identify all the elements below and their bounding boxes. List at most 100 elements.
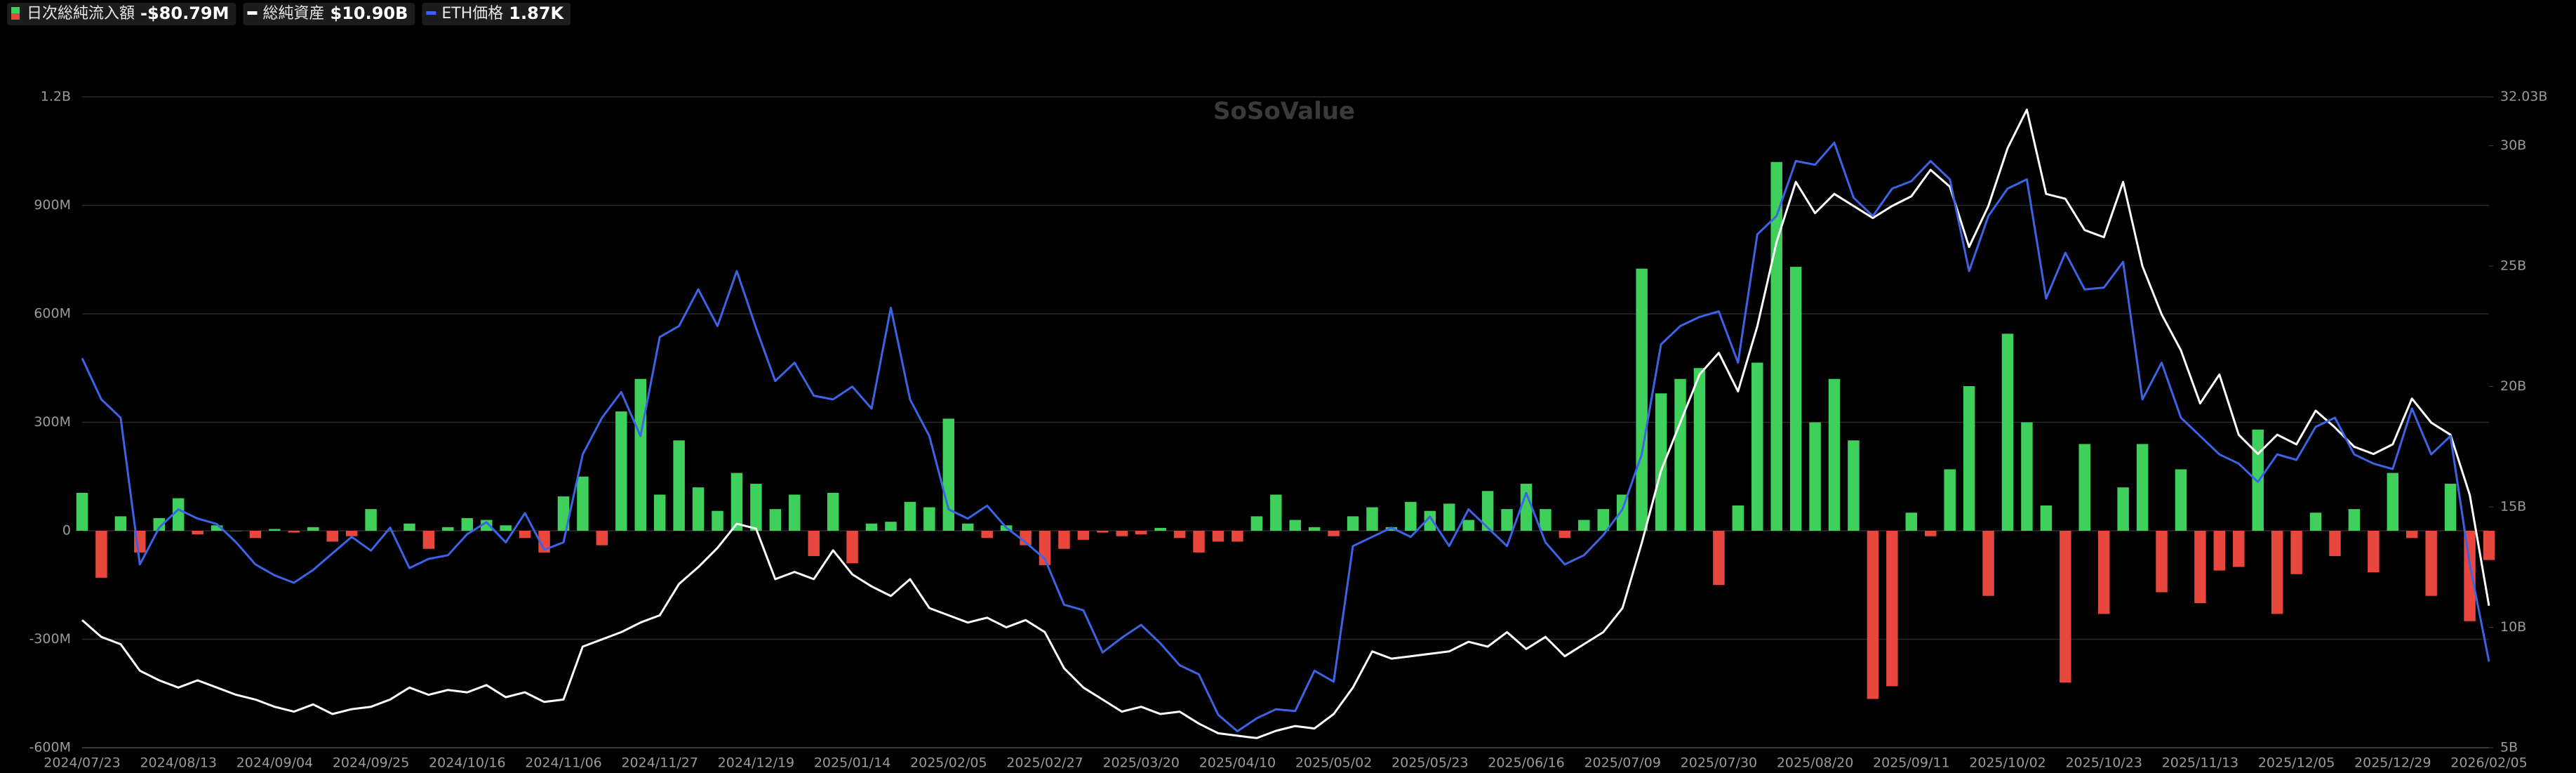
- legend-value: $10.90B: [331, 4, 408, 23]
- y-tick-label: 600M: [34, 306, 71, 322]
- bar: [1693, 368, 1706, 531]
- y-tick-label: 1.2B: [41, 89, 71, 105]
- bar: [1347, 516, 1359, 531]
- bar: [519, 531, 531, 539]
- bar: [2329, 531, 2341, 557]
- bar: [1135, 531, 1147, 535]
- bar: [1809, 422, 1821, 531]
- bar: [365, 509, 377, 531]
- bar: [2213, 531, 2226, 571]
- bar: [712, 510, 723, 531]
- bar: [2156, 531, 2168, 593]
- x-tick-label: 2025/10/23: [2065, 755, 2142, 771]
- bar: [2290, 531, 2302, 574]
- legend-name: 日次総純流入額: [27, 5, 135, 22]
- legend-item: ETH価格 1.87K: [422, 3, 571, 25]
- bar: [1116, 531, 1128, 536]
- line: [81, 108, 2490, 739]
- legend-item: 日次総純流入額 -$80.79M: [7, 3, 236, 25]
- bar: [846, 531, 858, 564]
- bar: [1212, 531, 1224, 542]
- x-tick-label: 2025/09/11: [1873, 755, 1950, 771]
- x-tick-label: 2025/05/23: [1392, 755, 1469, 771]
- bar: [1982, 531, 1994, 596]
- x-tick-label: 2024/12/19: [718, 755, 795, 771]
- bar: [2464, 531, 2476, 621]
- legend-item: 総純資産 $10.90B: [243, 3, 415, 25]
- bar: [596, 531, 608, 546]
- x-tick-label: 2024/11/27: [621, 755, 698, 771]
- legend-swatch: [11, 7, 20, 13]
- bar: [1385, 527, 1398, 531]
- y2-tick-label: 10B: [2500, 619, 2526, 635]
- bar: [1713, 531, 1725, 586]
- bar: [1173, 531, 1186, 539]
- bar: [1077, 531, 1090, 540]
- bar: [1481, 491, 1494, 531]
- bar: [2483, 531, 2495, 560]
- x-tick-label: 2025/04/10: [1199, 755, 1276, 771]
- bar: [2136, 444, 2149, 531]
- bar: [1886, 531, 1898, 687]
- bar: [692, 487, 705, 531]
- legend-box: [422, 3, 571, 25]
- y-tick-label: -600M: [29, 740, 71, 755]
- x-tick-label: 2025/12/29: [2354, 755, 2431, 771]
- y2-tick-label: 5B: [2500, 740, 2518, 755]
- bar: [269, 529, 281, 531]
- x-tick-label: 2025/02/05: [910, 755, 987, 771]
- bar: [1751, 362, 1763, 531]
- bar: [1232, 531, 1243, 542]
- bar: [942, 418, 955, 531]
- x-tick-label: 2025/10/02: [1969, 755, 2046, 771]
- bar: [2021, 422, 2033, 531]
- bar: [1424, 510, 1436, 531]
- bar: [1578, 520, 1590, 531]
- bar: [557, 496, 570, 531]
- bar: [1867, 531, 1879, 699]
- bar: [2406, 531, 2418, 539]
- legend-box: [7, 3, 236, 25]
- bar: [1848, 440, 1860, 531]
- bar: [1732, 505, 1744, 531]
- bar: [2040, 505, 2053, 531]
- bar: [865, 523, 878, 531]
- bar: [95, 531, 107, 578]
- bar: [76, 492, 88, 531]
- bar: [1655, 393, 1667, 531]
- y-tick-label: -300M: [29, 631, 71, 647]
- bar: [1097, 531, 1109, 533]
- bar: [2078, 444, 2090, 531]
- bar: [345, 531, 358, 536]
- bar: [211, 525, 223, 531]
- bar: [1944, 469, 1956, 531]
- bar: [288, 531, 300, 533]
- bar: [673, 440, 685, 531]
- bar: [2194, 531, 2206, 603]
- bar: [403, 523, 415, 531]
- bar: [1020, 531, 1032, 546]
- bar: [1328, 531, 1340, 536]
- bar: [2097, 531, 2110, 614]
- x-tick-label: 2025/06/16: [1488, 755, 1565, 771]
- x-tick-label: 2024/11/06: [525, 755, 602, 771]
- bar: [2309, 513, 2322, 531]
- bar: [1540, 509, 1551, 531]
- bar: [634, 378, 646, 531]
- bar: [172, 498, 185, 531]
- bar: [249, 531, 262, 539]
- legend-value: 1.87K: [509, 4, 564, 23]
- legend-swatch: [11, 13, 20, 20]
- x-tick-label: 2025/11/13: [2162, 755, 2239, 771]
- x-tick-label: 2024/08/13: [140, 755, 217, 771]
- bar: [1443, 503, 1455, 531]
- bar: [653, 494, 666, 531]
- bar: [1963, 386, 1975, 531]
- bar: [307, 527, 319, 531]
- bar: [1559, 531, 1571, 539]
- x-tick-label: 2025/03/20: [1102, 755, 1180, 771]
- x-tick-label: 2024/09/04: [236, 755, 314, 771]
- y2-tick-label: 25B: [2500, 258, 2526, 274]
- x-tick-label: 2025/01/14: [814, 755, 891, 771]
